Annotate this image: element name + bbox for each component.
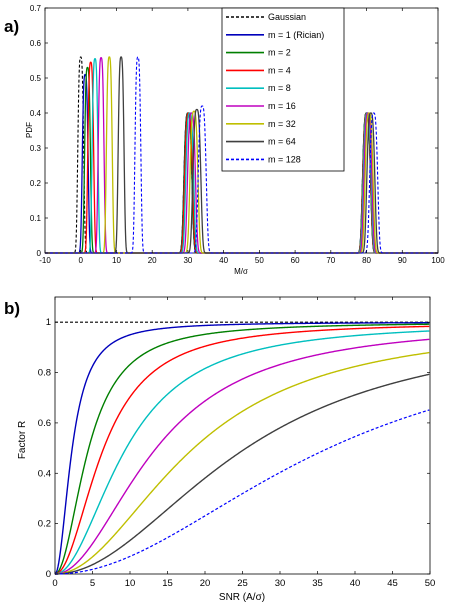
plot-a-series [45,56,438,254]
plot-b-xlabel: SNR (A/σ) [219,592,265,603]
panel-a-label: a) [4,17,19,36]
x-tick-label: 100 [431,256,445,265]
x-tick-label: 20 [200,578,211,589]
y-tick-label: 1 [46,317,51,328]
x-tick-label: 15 [162,578,173,589]
x-tick-label: 10 [112,256,121,265]
plot-a-ylabel: PDF [25,122,34,138]
series-line-m-2 [54,323,430,575]
x-tick-label: 5 [90,578,95,589]
series-line-m-16 [54,338,430,575]
y-tick-label: 0.3 [30,144,42,153]
plot-b-series [54,321,430,575]
x-tick-label: 50 [425,578,436,589]
panel-a: a) -10 0 10 20 30 40 50 60 70 80 90 10000.10.20.30.… [4,4,445,276]
series-line-m-8 [54,330,430,575]
x-tick-label: 80 [362,256,371,265]
series-line-m-128 [45,56,438,254]
x-tick-label: 0 [52,578,57,589]
legend-label: m = 4 [268,65,291,75]
legend-label: m = 32 [268,119,296,129]
legend: Gaussian m = 1 (Rician) m = 2 m = 4 m = 8 m =… [221,7,345,172]
y-tick-label: 0.1 [30,214,42,223]
series-line-m-64 [55,373,430,575]
plot-b-frame [54,296,431,575]
y-tick-label: 0 [46,569,51,580]
plot-a-ticks: -10 0 10 20 30 40 50 60 70 80 90 10000.10.20.30.40.… [30,4,445,265]
panel-b-label: b) [4,299,20,318]
x-tick-label: 70 [326,256,335,265]
x-tick-label: 35 [312,578,323,589]
legend-label: Gaussian [268,12,306,22]
legend-label: m = 8 [268,83,291,93]
y-tick-label: 0 [37,249,42,258]
x-tick-label: 25 [237,578,248,589]
y-tick-label: 0.2 [30,179,42,188]
plot-b-ylabel: Factor R [17,421,28,459]
legend-label: m = 16 [268,101,296,111]
series-line-m-32 [54,351,430,575]
x-tick-label: 30 [275,578,286,589]
legend-label: m = 128 [268,154,301,164]
panel-b: b) 0 5 10 15 20 25 30 35 40 45 50 0 0.2 0.4 0.6 0.8 1 SN… [4,296,436,603]
x-tick-label: -10 [39,256,51,265]
y-tick-label: 0.6 [30,39,42,48]
plot-b-ticks: 0 5 10 15 20 25 30 35 40 45 50 0 0.2 0.4 0.6 0.8 1 [38,297,436,589]
x-tick-label: 50 [255,256,264,265]
x-tick-label: 40 [350,578,361,589]
y-tick-label: 0.8 [38,368,51,379]
x-tick-label: 60 [291,256,300,265]
plot-a-xlabel: M/σ [234,267,248,276]
y-tick-label: 0.4 [30,109,42,118]
y-tick-label: 0.6 [38,418,51,429]
y-tick-label: 0.2 [38,519,51,530]
x-tick-label: 20 [148,256,157,265]
legend-label: m = 64 [268,137,296,147]
series-line-m-1-rician- [54,322,430,575]
y-tick-label: 0.4 [38,468,51,479]
y-tick-label: 0.5 [30,74,42,83]
legend-label: m = 2 [268,48,291,58]
x-tick-label: 45 [387,578,398,589]
x-tick-label: 30 [183,256,192,265]
x-tick-label: 40 [219,256,228,265]
legend-label: m = 1 (Rician) [268,30,324,40]
x-tick-label: 90 [398,256,407,265]
series-line-m-4 [54,325,430,575]
series-line-m-128 [55,409,430,575]
y-tick-label: 0.7 [30,4,42,13]
x-tick-label: 10 [125,578,136,589]
x-tick-label: 0 [79,256,84,265]
